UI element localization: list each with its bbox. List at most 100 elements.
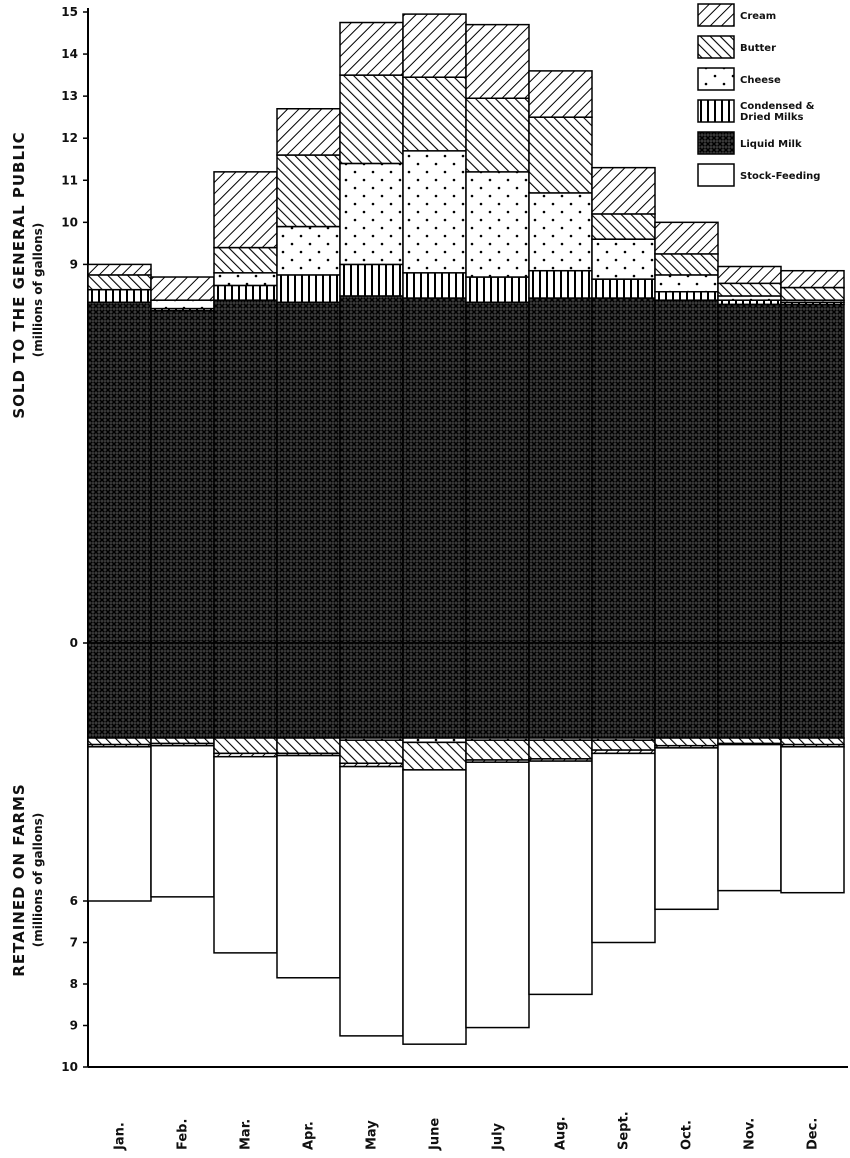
month-bar <box>339 21 404 1037</box>
sold-segment-liquid <box>528 297 593 644</box>
month-label: May <box>365 1120 380 1150</box>
sold-segment-cheese <box>591 238 656 280</box>
sold-segment-cream <box>717 265 782 285</box>
month-bar <box>465 23 530 1029</box>
month-bar <box>150 276 215 898</box>
upper-tick-label: 0 <box>70 636 78 650</box>
retained-segment-stock <box>528 760 593 996</box>
retained-segment-stock <box>339 765 404 1037</box>
legend-swatch-cream <box>697 3 735 27</box>
month-bar <box>528 70 593 996</box>
month-label: July <box>491 1122 506 1151</box>
upper-y-axis-subtitle: (millions of gallons) <box>31 223 45 358</box>
retained-segment-stock <box>591 752 656 944</box>
sold-segment-condensed <box>465 276 530 304</box>
sold-segment-cheese <box>528 192 593 272</box>
sold-segment-liquid <box>780 303 845 644</box>
sold-segment-liquid <box>150 309 215 644</box>
sold-segment-condensed <box>213 284 278 301</box>
sold-segment-condensed <box>528 269 593 299</box>
legend-label-cream: Cream <box>740 11 776 22</box>
retained-segment-butter <box>213 737 278 755</box>
legend-label-liquid: Liquid Milk <box>740 139 802 150</box>
sold-segment-liquid-lower <box>654 642 719 739</box>
lower-y-axis-subtitle: (millions of gallons) <box>31 813 45 948</box>
sold-segment-liquid <box>87 301 152 644</box>
legend-label-cheese: Cheese <box>740 75 781 86</box>
retained-segment-stock <box>87 746 152 902</box>
month-bar <box>591 166 656 944</box>
sold-segment-butter <box>339 74 404 165</box>
month-label: June <box>428 1118 443 1151</box>
month-label: Aug. <box>554 1116 569 1150</box>
retained-segment-butter <box>276 737 341 755</box>
sold-segment-cheese <box>402 150 467 274</box>
legend-swatch-condensed <box>697 99 735 123</box>
sold-segment-butter <box>528 116 593 194</box>
retained-segment-butter <box>717 737 782 745</box>
sold-segment-butter <box>465 97 530 173</box>
sold-segment-liquid <box>591 297 656 644</box>
sold-segment-cream <box>654 221 719 255</box>
legend-swatch-butter <box>697 35 735 59</box>
sold-segment-liquid <box>339 295 404 644</box>
upper-tick-label: 11 <box>61 173 78 187</box>
sold-segment-condensed <box>276 274 341 304</box>
sold-segment-cheese <box>276 225 341 276</box>
sold-segment-cheese <box>150 299 215 310</box>
retained-segment-stock <box>465 761 530 1029</box>
sold-segment-liquid-lower <box>150 642 215 739</box>
retained-segment-stock <box>780 746 845 894</box>
upper-tick-label: 10 <box>61 215 78 229</box>
sold-segment-cheese <box>654 274 719 293</box>
lower-tick-label: 9 <box>70 1019 78 1033</box>
sold-segment-butter <box>213 246 278 274</box>
sold-segment-liquid <box>276 301 341 644</box>
lower-tick-label: 8 <box>70 977 78 991</box>
month-bar <box>780 269 845 894</box>
sold-segment-liquid-lower <box>717 642 782 739</box>
upper-tick-label: 15 <box>61 5 78 19</box>
sold-segment-butter <box>717 282 782 297</box>
sold-segment-liquid-lower <box>465 642 530 739</box>
retained-segment-stock <box>150 744 215 898</box>
month-label: Feb. <box>176 1119 191 1150</box>
sold-segment-liquid <box>465 301 530 644</box>
upper-tick-label: 12 <box>61 131 78 145</box>
bars-layer <box>87 13 845 1045</box>
retained-segment-butter <box>339 739 404 765</box>
legend-swatch-liquid <box>697 131 735 155</box>
upper-tick-label: 9 <box>70 257 78 271</box>
legend-swatch-stock <box>697 163 735 187</box>
month-bar <box>402 13 467 1045</box>
sold-segment-cream <box>465 23 530 99</box>
legend-label-butter: Butter <box>740 43 776 54</box>
sold-segment-cream <box>276 108 341 156</box>
retained-segment-butter <box>780 737 845 746</box>
sold-segment-cream <box>87 263 152 276</box>
retained-segment-stock <box>213 755 278 954</box>
retained-segment-stock <box>402 769 467 1045</box>
sold-segment-liquid-lower <box>591 642 656 739</box>
month-label: Mar. <box>239 1119 254 1150</box>
sold-segment-butter <box>591 213 656 240</box>
upper-tick-label: 14 <box>61 47 78 61</box>
sold-segment-butter <box>402 76 467 152</box>
month-bar <box>717 265 782 892</box>
month-label: Apr. <box>302 1121 317 1150</box>
retained-segment-butter <box>150 737 215 745</box>
upper-tick-label: 13 <box>61 89 78 103</box>
sold-segment-liquid <box>717 303 782 644</box>
sold-segment-cream <box>780 269 845 289</box>
retained-segment-butter <box>87 737 152 746</box>
sold-segment-butter <box>276 154 341 228</box>
sold-segment-liquid <box>402 297 467 644</box>
sold-segment-cream <box>402 13 467 78</box>
sold-segment-cream <box>339 21 404 76</box>
retained-segment-butter <box>654 737 719 747</box>
lower-tick-label: 6 <box>70 894 78 908</box>
sold-segment-liquid-lower <box>339 642 404 739</box>
legend-label-condensed: Condensed & <box>740 101 815 112</box>
